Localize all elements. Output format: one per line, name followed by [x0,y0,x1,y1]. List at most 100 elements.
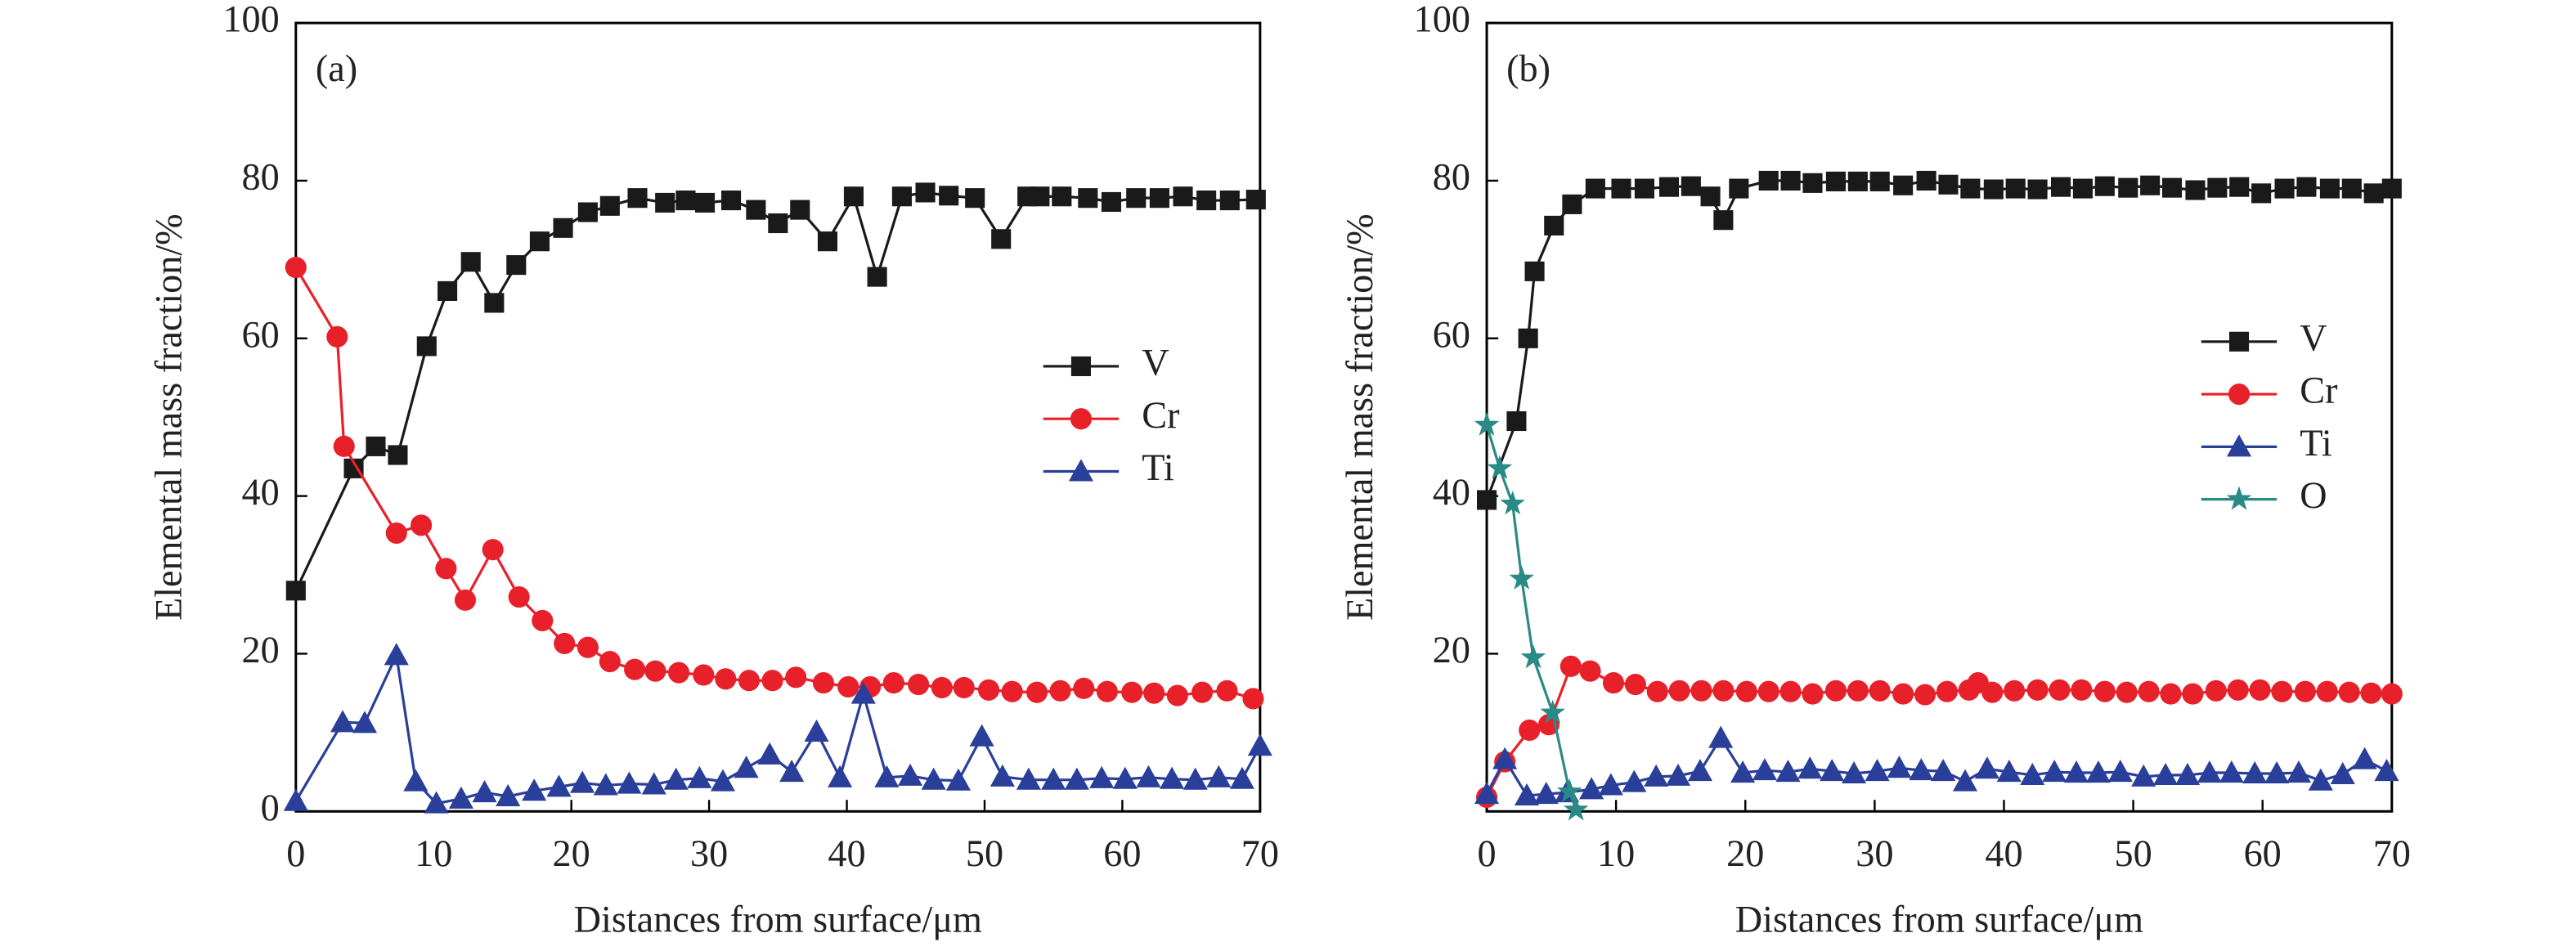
marker [1563,796,1589,821]
marker [496,783,521,806]
marker [2286,760,2312,783]
marker [2140,175,2161,195]
marker [1658,177,1680,197]
marker [1598,773,1623,796]
x-tick-label: 10 [415,832,452,874]
marker [1602,672,1625,694]
marker [2360,682,2382,704]
marker [897,763,923,786]
marker [1869,680,1891,702]
marker [2072,178,2093,199]
marker [874,765,900,787]
x-axis-label: Distances from surface/μm [1735,898,2143,940]
marker [2049,679,2071,701]
y-tick-label: 60 [242,313,280,355]
marker [554,632,576,654]
marker [1166,684,1188,707]
marker [817,231,838,252]
marker [2249,679,2271,701]
y-axis-label: Elemental mass fraction/% [1339,213,1380,621]
marker [921,767,946,790]
series-line [294,267,1254,700]
marker [2138,680,2160,702]
marker [1196,191,1217,211]
marker [366,436,386,456]
marker [617,771,642,794]
marker [1492,747,1518,769]
marker [1206,765,1232,787]
marker [2381,683,2403,705]
marker [1524,261,1545,281]
marker [1192,681,1214,703]
marker [2242,760,2268,784]
marker [352,711,378,733]
marker [1730,760,1756,783]
marker [850,681,876,704]
x-tick-label: 60 [2244,832,2282,874]
marker [435,558,457,580]
marker [1089,765,1115,788]
marker [915,182,936,203]
marker [388,445,408,465]
marker [1070,356,1091,376]
marker [508,585,530,608]
marker [2107,759,2133,783]
panel-label: (b) [1506,47,1551,89]
marker [939,186,959,206]
marker [599,195,620,216]
marker [2251,183,2272,204]
x-axis-label: Distances from surface/μm [574,898,982,940]
marker [2226,434,2252,457]
marker [843,186,864,207]
marker [1001,680,1023,702]
marker [1869,171,1890,191]
y-axis-label: Elemental mass fraction/% [148,213,190,621]
marker [2294,680,2316,702]
x-tick-label: 70 [2373,832,2411,874]
marker [2197,760,2222,783]
marker [693,664,715,686]
marker [1708,725,1734,748]
marker [1159,766,1185,789]
marker [1143,682,1165,704]
marker [385,522,407,544]
marker [285,256,307,279]
marker [2085,760,2111,783]
marker [1216,680,1238,702]
y-tick-label: 60 [1433,313,1470,355]
marker [2005,178,2026,199]
y-tick-label: 80 [1433,156,1470,198]
marker [1101,191,1121,213]
legend-label: Ti [1142,446,1174,488]
marker [867,267,887,287]
marker [761,670,783,692]
marker [599,651,621,673]
marker [2042,759,2067,783]
marker [1579,660,1601,682]
marker [326,325,348,348]
marker [2174,762,2201,785]
marker [1624,673,1646,696]
marker [2116,681,2138,703]
marker [1073,677,1095,699]
x-tick-label: 70 [1241,832,1279,874]
legend-label: V [2300,316,2327,358]
y-tick-label: 20 [1433,629,1470,671]
marker [577,636,599,658]
marker [687,765,712,788]
marker [1509,565,1535,590]
marker [2219,760,2244,783]
marker [2131,764,2156,787]
marker [1533,781,1559,805]
marker [506,255,527,276]
marker [1665,763,1691,786]
marker [1779,680,1802,702]
marker [403,769,429,792]
marker [931,676,953,698]
marker [1476,490,1497,510]
marker [2381,178,2402,199]
marker [1078,188,1098,209]
marker [990,764,1015,787]
marker [2228,384,2251,406]
